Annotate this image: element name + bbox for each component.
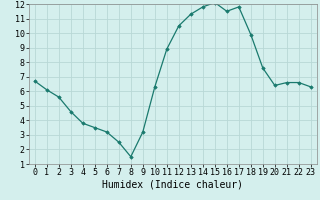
X-axis label: Humidex (Indice chaleur): Humidex (Indice chaleur): [102, 180, 243, 190]
